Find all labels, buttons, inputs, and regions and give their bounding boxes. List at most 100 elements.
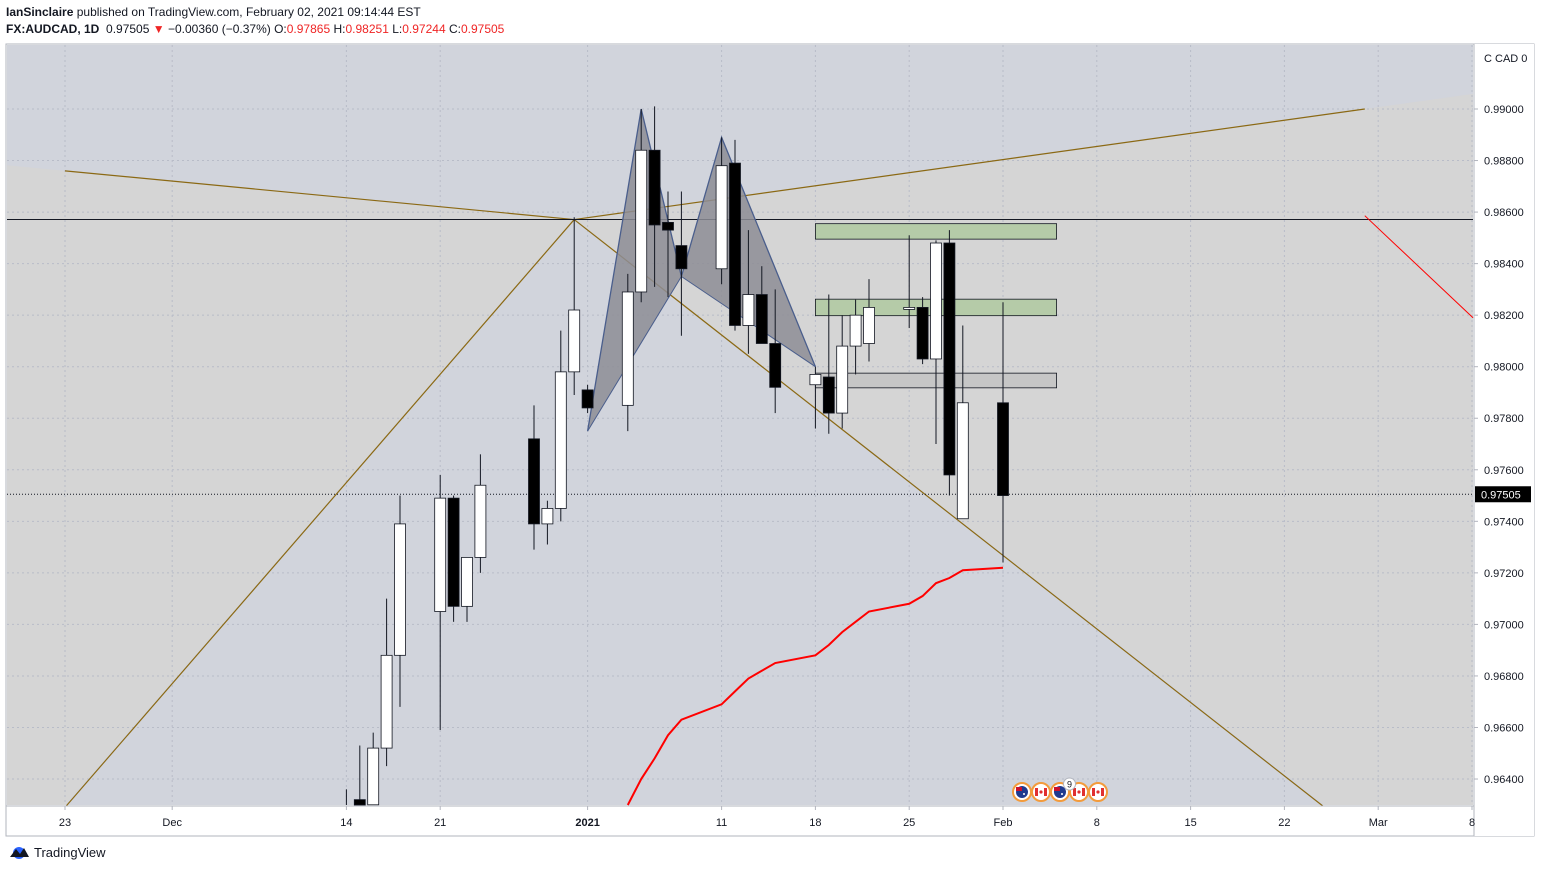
price-tick-label: 0.97600 xyxy=(1484,465,1524,477)
time-tick-label: Dec xyxy=(162,817,182,829)
candle-body[interactable] xyxy=(715,165,728,270)
badge-circle xyxy=(1063,777,1076,791)
price-tick-label: 0.97000 xyxy=(1484,619,1524,631)
chart-header: IanSinclaire published on TradingView.co… xyxy=(6,4,504,40)
open-value: 0.97865 xyxy=(286,22,331,36)
candle-body[interactable] xyxy=(755,294,768,344)
candle-body[interactable] xyxy=(635,149,648,293)
last-price-tag-label: 0.97505 xyxy=(1481,489,1521,501)
time-tick-label: 8 xyxy=(1094,817,1100,829)
flag-band xyxy=(1073,788,1076,796)
candle-body[interactable] xyxy=(434,497,447,612)
flag-leaf xyxy=(1096,790,1100,794)
flag-band xyxy=(1035,788,1038,796)
pattern-leg[interactable] xyxy=(587,276,682,432)
red-trendline[interactable] xyxy=(1364,215,1474,319)
candle-body[interactable] xyxy=(394,523,406,656)
candle-body[interactable] xyxy=(621,291,634,406)
candle-body[interactable] xyxy=(849,314,862,347)
candle-body[interactable] xyxy=(447,497,460,607)
time-tick-label: 23 xyxy=(59,817,71,829)
flag-leaf xyxy=(1077,790,1081,794)
time-tick-label: 25 xyxy=(903,817,915,829)
flag-band xyxy=(1101,788,1104,796)
green-zone[interactable] xyxy=(815,223,1058,240)
price-tick-label: 0.97200 xyxy=(1484,568,1524,580)
candle-body[interactable] xyxy=(836,345,849,414)
time-tick-label: 21 xyxy=(434,817,446,829)
candle-body[interactable] xyxy=(863,307,875,344)
candle-body[interactable] xyxy=(581,389,594,409)
flag-leaf xyxy=(1039,790,1043,794)
low-label: L: xyxy=(392,22,403,36)
time-tick-label: 2021 xyxy=(575,817,599,829)
ema-line xyxy=(626,566,1004,806)
candle-body[interactable] xyxy=(461,556,473,607)
time-tick-label: 8 xyxy=(1469,817,1475,829)
price-tick-label: 0.98200 xyxy=(1484,310,1524,322)
time-axis[interactable]: 23 Dec 14 21 2021 11 18 25 Feb 8 15 22 Mar 8 xyxy=(59,806,1475,829)
trendline[interactable] xyxy=(573,219,1325,808)
candle-body[interactable] xyxy=(554,371,567,509)
symbol-label[interactable]: FX:AUDCAD, 1D xyxy=(6,22,100,36)
footer: TradingView xyxy=(8,844,106,860)
australia-flag-icon[interactable] xyxy=(1012,782,1032,802)
price-tick-label: 0.96400 xyxy=(1484,774,1524,786)
candle-body[interactable] xyxy=(903,307,916,310)
candle-body[interactable] xyxy=(809,374,822,386)
candle-body[interactable] xyxy=(742,294,755,326)
candle-body[interactable] xyxy=(367,747,380,806)
time-tick-label: 22 xyxy=(1278,817,1290,829)
price-tick-label: 0.97800 xyxy=(1484,413,1524,425)
price-axis-background[interactable] xyxy=(1474,44,1534,836)
economic-events[interactable]: 9 xyxy=(1012,777,1108,802)
price-axis[interactable]: 0.99000 0.98800 0.98600 0.98400 0.98200 0.980… xyxy=(1474,104,1524,786)
ohlc-legend: FX:AUDCAD, 1D 0.97505 ▼ −0.00360 (−0.37%… xyxy=(6,21,504,38)
time-axis-background[interactable] xyxy=(7,806,1473,835)
flag-band xyxy=(1082,788,1085,796)
candle-body[interactable] xyxy=(916,307,929,360)
candle-body[interactable] xyxy=(353,799,366,806)
last-price-tag-bg xyxy=(1475,486,1531,503)
trendline[interactable] xyxy=(64,219,575,808)
candle-body[interactable] xyxy=(930,242,942,360)
change-arrow-icon: ▼ xyxy=(152,22,165,36)
flag-union xyxy=(1054,787,1060,791)
trendline[interactable] xyxy=(64,170,575,221)
brand-name[interactable]: TradingView xyxy=(34,844,106,860)
candle-body[interactable] xyxy=(662,221,674,231)
candle-body[interactable] xyxy=(943,242,956,476)
candle-body[interactable] xyxy=(380,654,393,749)
price-tick-label: 0.98000 xyxy=(1484,362,1524,374)
candle-body[interactable] xyxy=(528,438,540,525)
candle-body[interactable] xyxy=(769,343,782,388)
canada-flag-icon[interactable] xyxy=(1088,782,1108,802)
event-count-badge[interactable]: 9 xyxy=(1063,777,1076,791)
candle-body[interactable] xyxy=(474,484,487,558)
flag-star xyxy=(1023,793,1025,795)
candle-body[interactable] xyxy=(822,376,835,414)
change-value: −0.00360 (−0.37%) xyxy=(167,22,271,36)
last-price: 0.97505 xyxy=(106,22,150,36)
price-tick-label: 0.98600 xyxy=(1484,207,1524,219)
candle-body[interactable] xyxy=(568,309,581,373)
candle-body[interactable] xyxy=(729,162,741,326)
flag-star xyxy=(1061,793,1063,795)
flag-band xyxy=(1044,788,1047,796)
time-tick-label: 11 xyxy=(716,817,727,829)
author-name[interactable]: IanSinclaire xyxy=(6,5,74,19)
candle-body[interactable] xyxy=(675,245,688,270)
canada-flag-icon[interactable] xyxy=(1031,782,1051,802)
close-value: 0.97505 xyxy=(460,22,505,36)
candle-body[interactable] xyxy=(997,402,1009,496)
flag-union xyxy=(1016,787,1022,791)
candle-body[interactable] xyxy=(648,149,661,226)
candles xyxy=(340,106,1009,821)
time-tick-label: Mar xyxy=(1369,817,1388,829)
price-tick-label: 0.98800 xyxy=(1484,156,1524,168)
open-label: O: xyxy=(274,22,287,36)
candle-body[interactable] xyxy=(541,508,554,525)
candle-body[interactable] xyxy=(956,402,969,520)
currency-label[interactable]: C CAD 0 xyxy=(1484,53,1527,65)
